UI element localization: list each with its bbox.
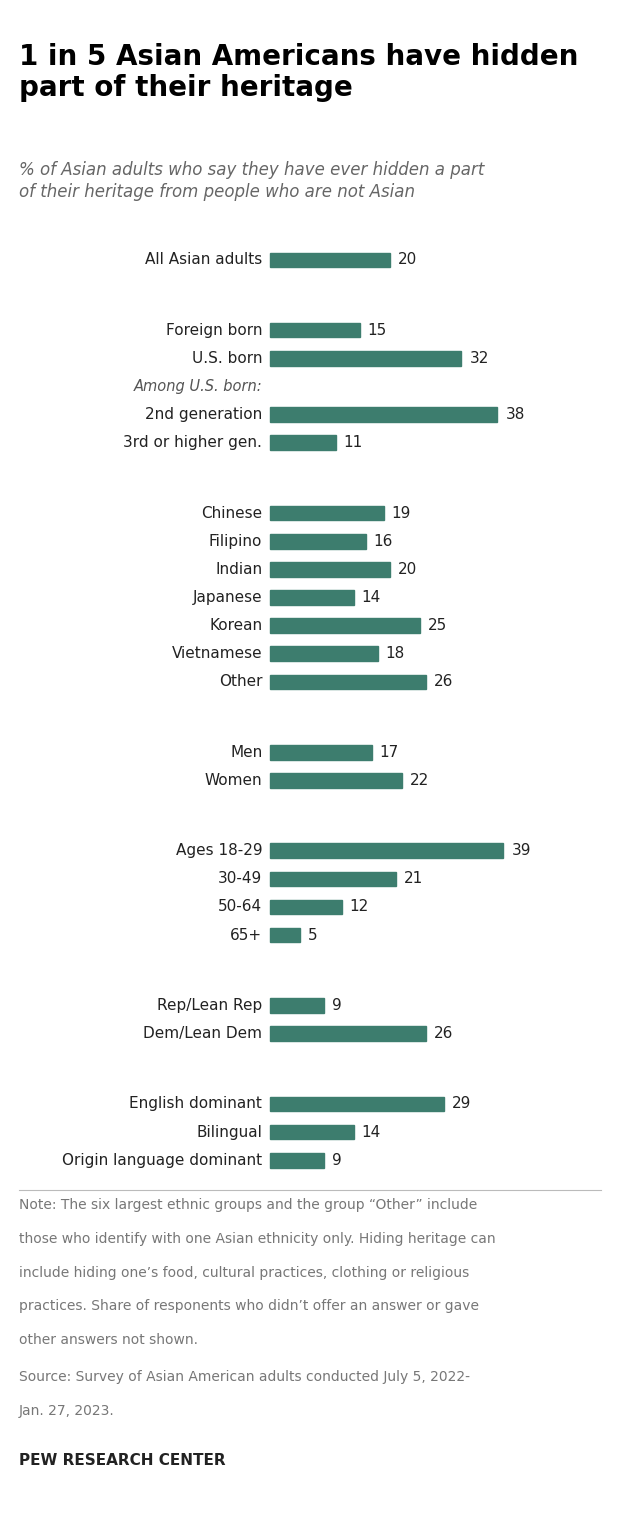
Bar <box>270 998 324 1012</box>
Text: English dominant: English dominant <box>130 1097 262 1112</box>
Bar <box>270 900 342 914</box>
Text: 29: 29 <box>451 1097 471 1112</box>
Text: 30-49: 30-49 <box>218 871 262 886</box>
Text: Vietnamese: Vietnamese <box>172 647 262 660</box>
Text: include hiding one’s food, cultural practices, clothing or religious: include hiding one’s food, cultural prac… <box>19 1266 469 1279</box>
Text: Korean: Korean <box>209 617 262 633</box>
Text: 17: 17 <box>379 745 399 760</box>
Bar <box>270 590 353 605</box>
Bar <box>270 1124 353 1140</box>
Text: Women: Women <box>205 773 262 788</box>
Bar <box>270 1154 324 1167</box>
Text: 18: 18 <box>386 647 405 660</box>
Bar <box>270 843 503 859</box>
Bar <box>270 562 389 576</box>
Text: Jan. 27, 2023.: Jan. 27, 2023. <box>19 1404 114 1418</box>
Text: Dem/Lean Dem: Dem/Lean Dem <box>143 1026 262 1041</box>
Text: 1 in 5 Asian Americans have hidden
part of their heritage: 1 in 5 Asian Americans have hidden part … <box>19 43 578 103</box>
Text: 14: 14 <box>361 590 381 605</box>
Bar <box>270 745 371 759</box>
Text: 9: 9 <box>332 998 342 1012</box>
Text: 65+: 65+ <box>230 928 262 943</box>
Bar <box>270 323 360 338</box>
Text: practices. Share of responents who didn’t offer an answer or gave: practices. Share of responents who didn’… <box>19 1299 479 1313</box>
Bar <box>270 252 389 267</box>
Text: 15: 15 <box>368 323 387 338</box>
Text: 2nd generation: 2nd generation <box>145 407 262 422</box>
Bar <box>270 647 378 660</box>
Bar <box>270 1026 425 1041</box>
Text: Note: The six largest ethnic groups and the group “Other” include: Note: The six largest ethnic groups and … <box>19 1198 477 1212</box>
Bar <box>270 352 461 366</box>
Text: 50-64: 50-64 <box>218 900 262 914</box>
Text: Indian: Indian <box>215 562 262 578</box>
Text: Japanese: Japanese <box>193 590 262 605</box>
Bar <box>270 773 402 788</box>
Text: 16: 16 <box>374 533 393 548</box>
Bar <box>270 535 366 548</box>
Text: 5: 5 <box>308 928 317 943</box>
Bar <box>270 928 299 943</box>
Text: % of Asian adults who say they have ever hidden a part
of their heritage from pe: % of Asian adults who say they have ever… <box>19 161 484 201</box>
Text: Among U.S. born:: Among U.S. born: <box>134 379 262 393</box>
Text: All Asian adults: All Asian adults <box>145 252 262 267</box>
Text: 21: 21 <box>404 871 423 886</box>
Text: 38: 38 <box>505 407 525 422</box>
Text: 25: 25 <box>428 617 447 633</box>
Bar <box>270 435 335 450</box>
Bar <box>270 407 497 422</box>
Text: 19: 19 <box>392 505 411 521</box>
Bar <box>270 1097 443 1111</box>
Text: PEW RESEARCH CENTER: PEW RESEARCH CENTER <box>19 1453 225 1468</box>
Text: 20: 20 <box>397 562 417 578</box>
Text: Ages 18-29: Ages 18-29 <box>175 843 262 859</box>
Text: 26: 26 <box>433 1026 453 1041</box>
Text: 3rd or higher gen.: 3rd or higher gen. <box>123 435 262 450</box>
Bar <box>270 505 384 521</box>
Text: Chinese: Chinese <box>201 505 262 521</box>
Text: Other: Other <box>219 674 262 690</box>
Text: 11: 11 <box>343 435 363 450</box>
Text: 32: 32 <box>469 350 489 366</box>
Text: Filipino: Filipino <box>209 533 262 548</box>
Text: Origin language dominant: Origin language dominant <box>62 1152 262 1167</box>
Text: 12: 12 <box>350 900 369 914</box>
Text: Men: Men <box>230 745 262 760</box>
Text: 26: 26 <box>433 674 453 690</box>
Text: 22: 22 <box>410 773 429 788</box>
Bar <box>270 674 425 690</box>
Text: 39: 39 <box>512 843 531 859</box>
Text: Foreign born: Foreign born <box>166 323 262 338</box>
Bar <box>270 619 420 633</box>
Text: those who identify with one Asian ethnicity only. Hiding heritage can: those who identify with one Asian ethnic… <box>19 1232 495 1246</box>
Text: 14: 14 <box>361 1124 381 1140</box>
Text: other answers not shown.: other answers not shown. <box>19 1333 198 1347</box>
Text: 9: 9 <box>332 1152 342 1167</box>
Text: Bilingual: Bilingual <box>197 1124 262 1140</box>
Text: 20: 20 <box>397 252 417 267</box>
Text: U.S. born: U.S. born <box>192 350 262 366</box>
Text: Rep/Lean Rep: Rep/Lean Rep <box>157 998 262 1012</box>
Text: Source: Survey of Asian American adults conducted July 5, 2022-: Source: Survey of Asian American adults … <box>19 1370 469 1384</box>
Bar <box>270 871 396 886</box>
